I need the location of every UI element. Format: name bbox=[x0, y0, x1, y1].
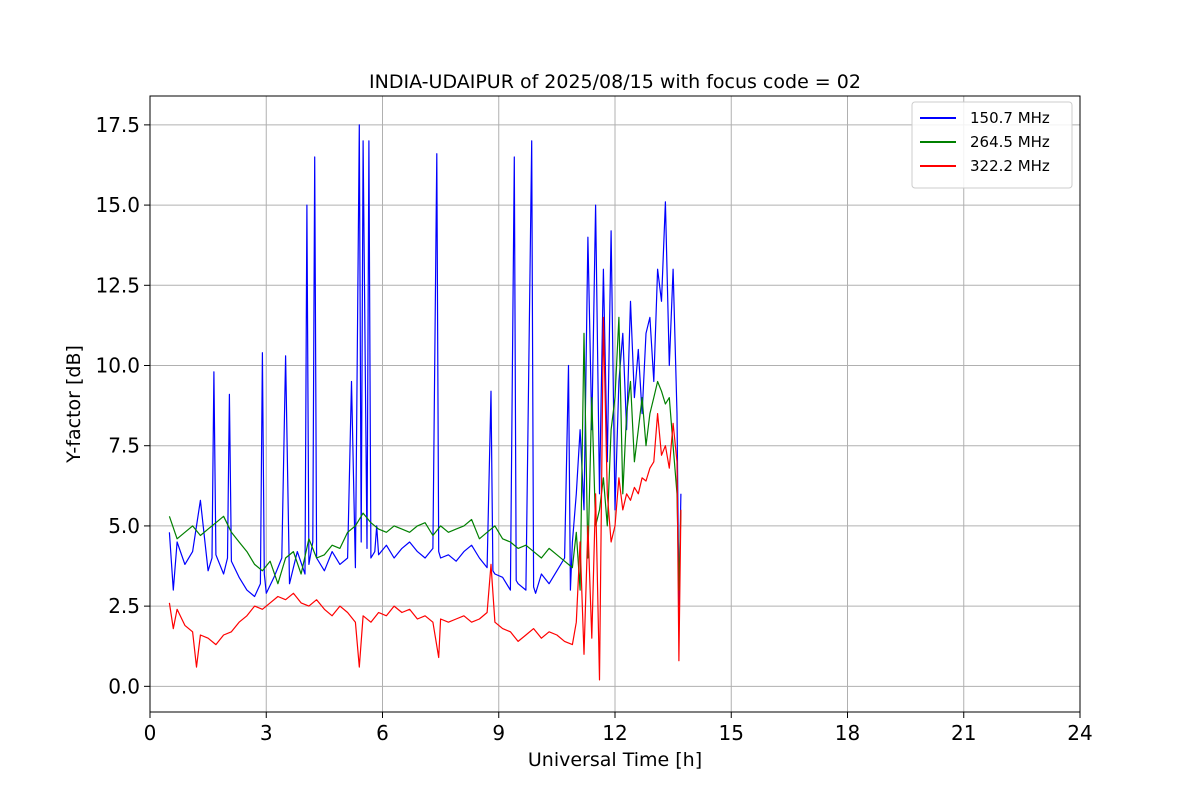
y-tick-label: 12.5 bbox=[95, 273, 140, 297]
series-line-3 bbox=[168, 316, 682, 681]
series-line-1 bbox=[168, 124, 682, 607]
ticks: 0 3 6 9 12 15 18 21 24 0.0 2.5 5.0 7.5 10.0 12.5 15.0 17… bbox=[95, 113, 1092, 745]
chart-title: INDIA-UDAIPUR of 2025/08/15 with focus c… bbox=[369, 71, 861, 93]
series-line-2 bbox=[168, 316, 682, 591]
y-tick-label: 5.0 bbox=[108, 514, 140, 538]
y-tick-label: 2.5 bbox=[108, 594, 140, 618]
y-tick-label: 15.0 bbox=[95, 193, 140, 217]
x-tick-label: 9 bbox=[492, 721, 505, 745]
x-tick-label: 3 bbox=[260, 721, 273, 745]
y-tick-label: 10.0 bbox=[95, 354, 140, 378]
x-tick-label: 12 bbox=[602, 721, 627, 745]
legend-label: 322.2 MHz bbox=[970, 157, 1050, 175]
x-tick-label: 0 bbox=[144, 721, 157, 745]
series-layer bbox=[168, 124, 682, 681]
y-tick-label: 17.5 bbox=[95, 113, 140, 137]
legend-label: 264.5 MHz bbox=[970, 133, 1050, 151]
x-tick-label: 15 bbox=[719, 721, 744, 745]
legend: 150.7 MHz 264.5 MHz 322.2 MHz bbox=[911, 101, 1073, 189]
x-axis-label: Universal Time [h] bbox=[528, 749, 702, 771]
x-tick-label: 24 bbox=[1067, 721, 1092, 745]
y-tick-label: 7.5 bbox=[108, 434, 140, 458]
x-tick-label: 18 bbox=[835, 721, 860, 745]
legend-label: 150.7 MHz bbox=[970, 109, 1050, 127]
x-tick-label: 21 bbox=[951, 721, 976, 745]
y-axis-label: Y-factor [dB] bbox=[63, 345, 85, 464]
x-tick-label: 6 bbox=[376, 721, 389, 745]
y-tick-label: 0.0 bbox=[108, 674, 140, 698]
